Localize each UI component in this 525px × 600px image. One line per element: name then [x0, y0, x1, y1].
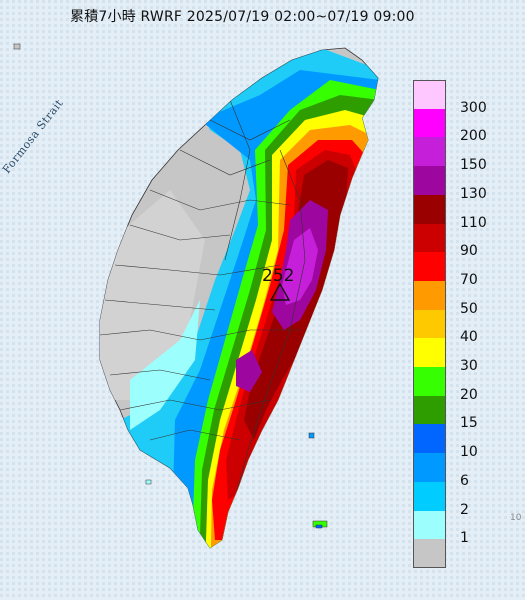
legend-row — [413, 539, 519, 568]
legend-row: 50 — [413, 280, 519, 317]
legend-swatch — [413, 338, 446, 368]
band-purple-south — [236, 350, 262, 392]
band-magenta — [282, 228, 318, 305]
legend-label: 200 — [460, 128, 487, 145]
legend-swatch — [413, 309, 446, 339]
legend-row: 2 — [413, 481, 519, 518]
boundaries — [100, 99, 306, 511]
legend-row: 90 — [413, 223, 519, 259]
legend-label: 110 — [460, 214, 487, 231]
legend-label: 150 — [460, 157, 487, 174]
legend-label: 50 — [460, 300, 478, 317]
legend-row: 150 — [413, 137, 519, 173]
peak-marker — [269, 282, 291, 301]
peak-value-label: 252 — [262, 266, 295, 286]
legend-label: 130 — [460, 185, 487, 202]
legend-swatch — [413, 223, 446, 253]
legend-row: 20 — [413, 367, 519, 403]
legend-swatch — [413, 395, 446, 425]
legend-swatch — [413, 166, 446, 195]
legend-label: 10 — [460, 444, 478, 461]
legend-label: 15 — [460, 415, 478, 432]
legend-row: 130 — [413, 166, 519, 202]
legend-swatch — [413, 137, 446, 167]
legend-row: 6 — [413, 453, 519, 489]
legend-label: 90 — [460, 243, 478, 260]
color-legend: 300 200 150 130 110 90 70 50 40 30 20 15 10 6 2 1 — [413, 80, 519, 568]
legend-swatch — [413, 367, 446, 396]
legend-swatch — [413, 481, 446, 511]
legend-swatch — [413, 424, 446, 454]
legend-label: 2 — [460, 501, 469, 518]
legend-label: 20 — [460, 386, 478, 403]
legend-swatch — [413, 108, 446, 138]
legend-swatch — [413, 80, 446, 109]
legend-swatch — [413, 194, 446, 224]
peak-triangle-icon — [269, 282, 291, 301]
legend-swatch — [413, 510, 446, 540]
legend-row: 300 — [413, 80, 519, 116]
legend-row: 70 — [413, 252, 519, 288]
legend-row: 200 — [413, 108, 519, 144]
legend-label: 30 — [460, 358, 478, 375]
legend-row: 30 — [413, 338, 519, 374]
legend-label: 70 — [460, 271, 478, 288]
legend-row: 110 — [413, 194, 519, 231]
legend-label: 300 — [460, 99, 487, 116]
corner-number: 10 — [510, 513, 522, 523]
legend-swatch — [413, 539, 446, 568]
legend-label: 40 — [460, 329, 478, 346]
legend-row: 15 — [413, 395, 519, 431]
legend-row: 40 — [413, 309, 519, 345]
map-title: 累積7小時 RWRF 2025/07/19 02:00~07/19 09:00 — [70, 9, 415, 25]
legend-label: 1 — [460, 530, 469, 547]
legend-row: 10 — [413, 424, 519, 460]
legend-swatch — [413, 252, 446, 281]
legend-swatch — [413, 453, 446, 482]
legend-label: 6 — [460, 472, 469, 489]
offshore-islands — [13, 43, 328, 529]
legend-swatch — [413, 280, 446, 310]
band-lightcyan — [130, 300, 200, 430]
legend-row: 1 — [413, 510, 519, 546]
band-west-light — [100, 190, 205, 400]
